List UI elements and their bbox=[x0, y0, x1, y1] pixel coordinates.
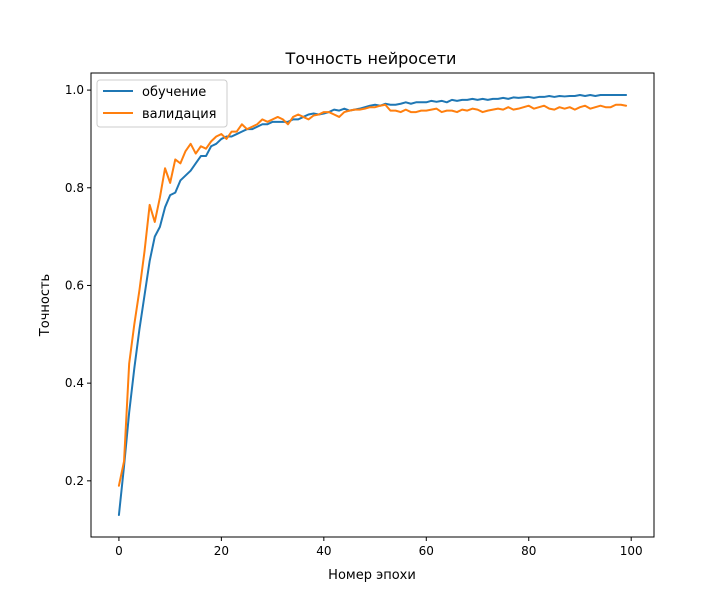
y-tick-label: 0.2 bbox=[65, 474, 84, 488]
series-layer bbox=[117, 93, 628, 517]
series-line-train bbox=[117, 93, 628, 517]
x-axis: 0 20 40 60 80 100 bbox=[115, 537, 643, 558]
x-axis-label: Номер эпохи bbox=[328, 568, 416, 583]
x-tick-label: 100 bbox=[620, 544, 643, 558]
x-tick-label: 40 bbox=[316, 544, 331, 558]
y-tick-label: 0.4 bbox=[65, 376, 84, 390]
legend-label-validation: валидация bbox=[142, 107, 216, 122]
y-tick-label: 0.6 bbox=[65, 278, 84, 292]
series-line-validation bbox=[117, 103, 628, 487]
plot-area bbox=[90, 72, 655, 538]
x-tick-label: 60 bbox=[419, 544, 434, 558]
x-tick-label: 80 bbox=[521, 544, 536, 558]
x-tick-label: 20 bbox=[214, 544, 229, 558]
chart-title: Точность нейросети bbox=[285, 49, 457, 68]
legend-label-train: обучение bbox=[142, 85, 206, 100]
x-tick-label: 0 bbox=[115, 544, 123, 558]
y-tick-label: 1.0 bbox=[65, 83, 84, 97]
y-tick-label: 0.8 bbox=[65, 181, 84, 195]
axes-frame bbox=[90, 72, 655, 538]
legend: обучение валидация bbox=[96, 79, 228, 128]
y-axis-label: Точность bbox=[38, 274, 53, 337]
y-axis: 0.2 0.4 0.6 0.8 1.0 bbox=[65, 83, 91, 488]
